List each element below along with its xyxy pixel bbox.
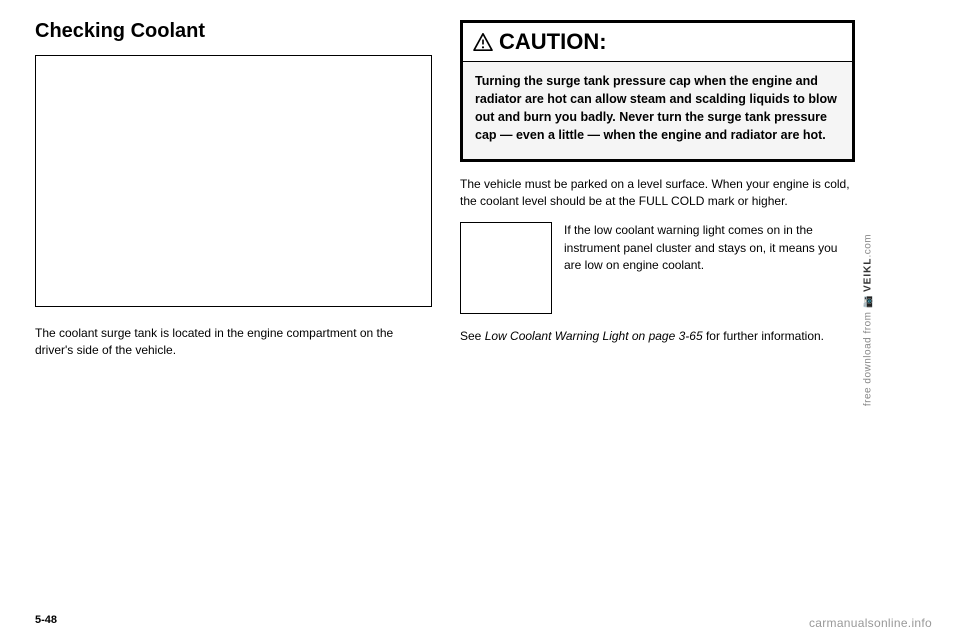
- warning-light-image-placeholder: [460, 222, 552, 314]
- warning-light-text: If the low coolant warning light comes o…: [564, 222, 855, 314]
- caution-body-text: Turning the surge tank pressure cap when…: [463, 62, 852, 159]
- watermark-vertical: free download from 📷 VEIKL.com: [862, 234, 873, 406]
- left-body-text: The coolant surge tank is located in the…: [35, 325, 430, 360]
- see-link-text: Low Coolant Warning Light on page 3-65: [485, 329, 703, 343]
- caution-header: CAUTION:: [463, 23, 852, 62]
- manual-page: Checking Coolant The coolant surge tank …: [0, 0, 890, 600]
- page-number: 5-48: [35, 614, 57, 626]
- camera-icon: 📷: [862, 295, 873, 308]
- watermark-suffix: .com: [862, 234, 873, 258]
- right-column: CAUTION: Turning the surge tank pressure…: [460, 20, 855, 580]
- warning-light-row: If the low coolant warning light comes o…: [460, 222, 855, 314]
- see-prefix: See: [460, 329, 485, 343]
- warning-triangle-icon: [473, 33, 493, 51]
- watermark-brand: VEIKL: [862, 258, 873, 292]
- left-column: Checking Coolant The coolant surge tank …: [35, 20, 430, 580]
- see-suffix: for further information.: [703, 329, 824, 343]
- caution-box: CAUTION: Turning the surge tank pressure…: [460, 20, 855, 162]
- see-reference: See Low Coolant Warning Light on page 3-…: [460, 328, 855, 345]
- after-caution-text: The vehicle must be parked on a level su…: [460, 176, 855, 211]
- surge-tank-image-placeholder: [35, 55, 432, 307]
- watermark-prefix: free download from: [862, 308, 873, 406]
- section-heading: Checking Coolant: [35, 20, 430, 43]
- caution-label: CAUTION:: [499, 29, 607, 55]
- footer-brand: carmanualsonline.info: [809, 616, 932, 630]
